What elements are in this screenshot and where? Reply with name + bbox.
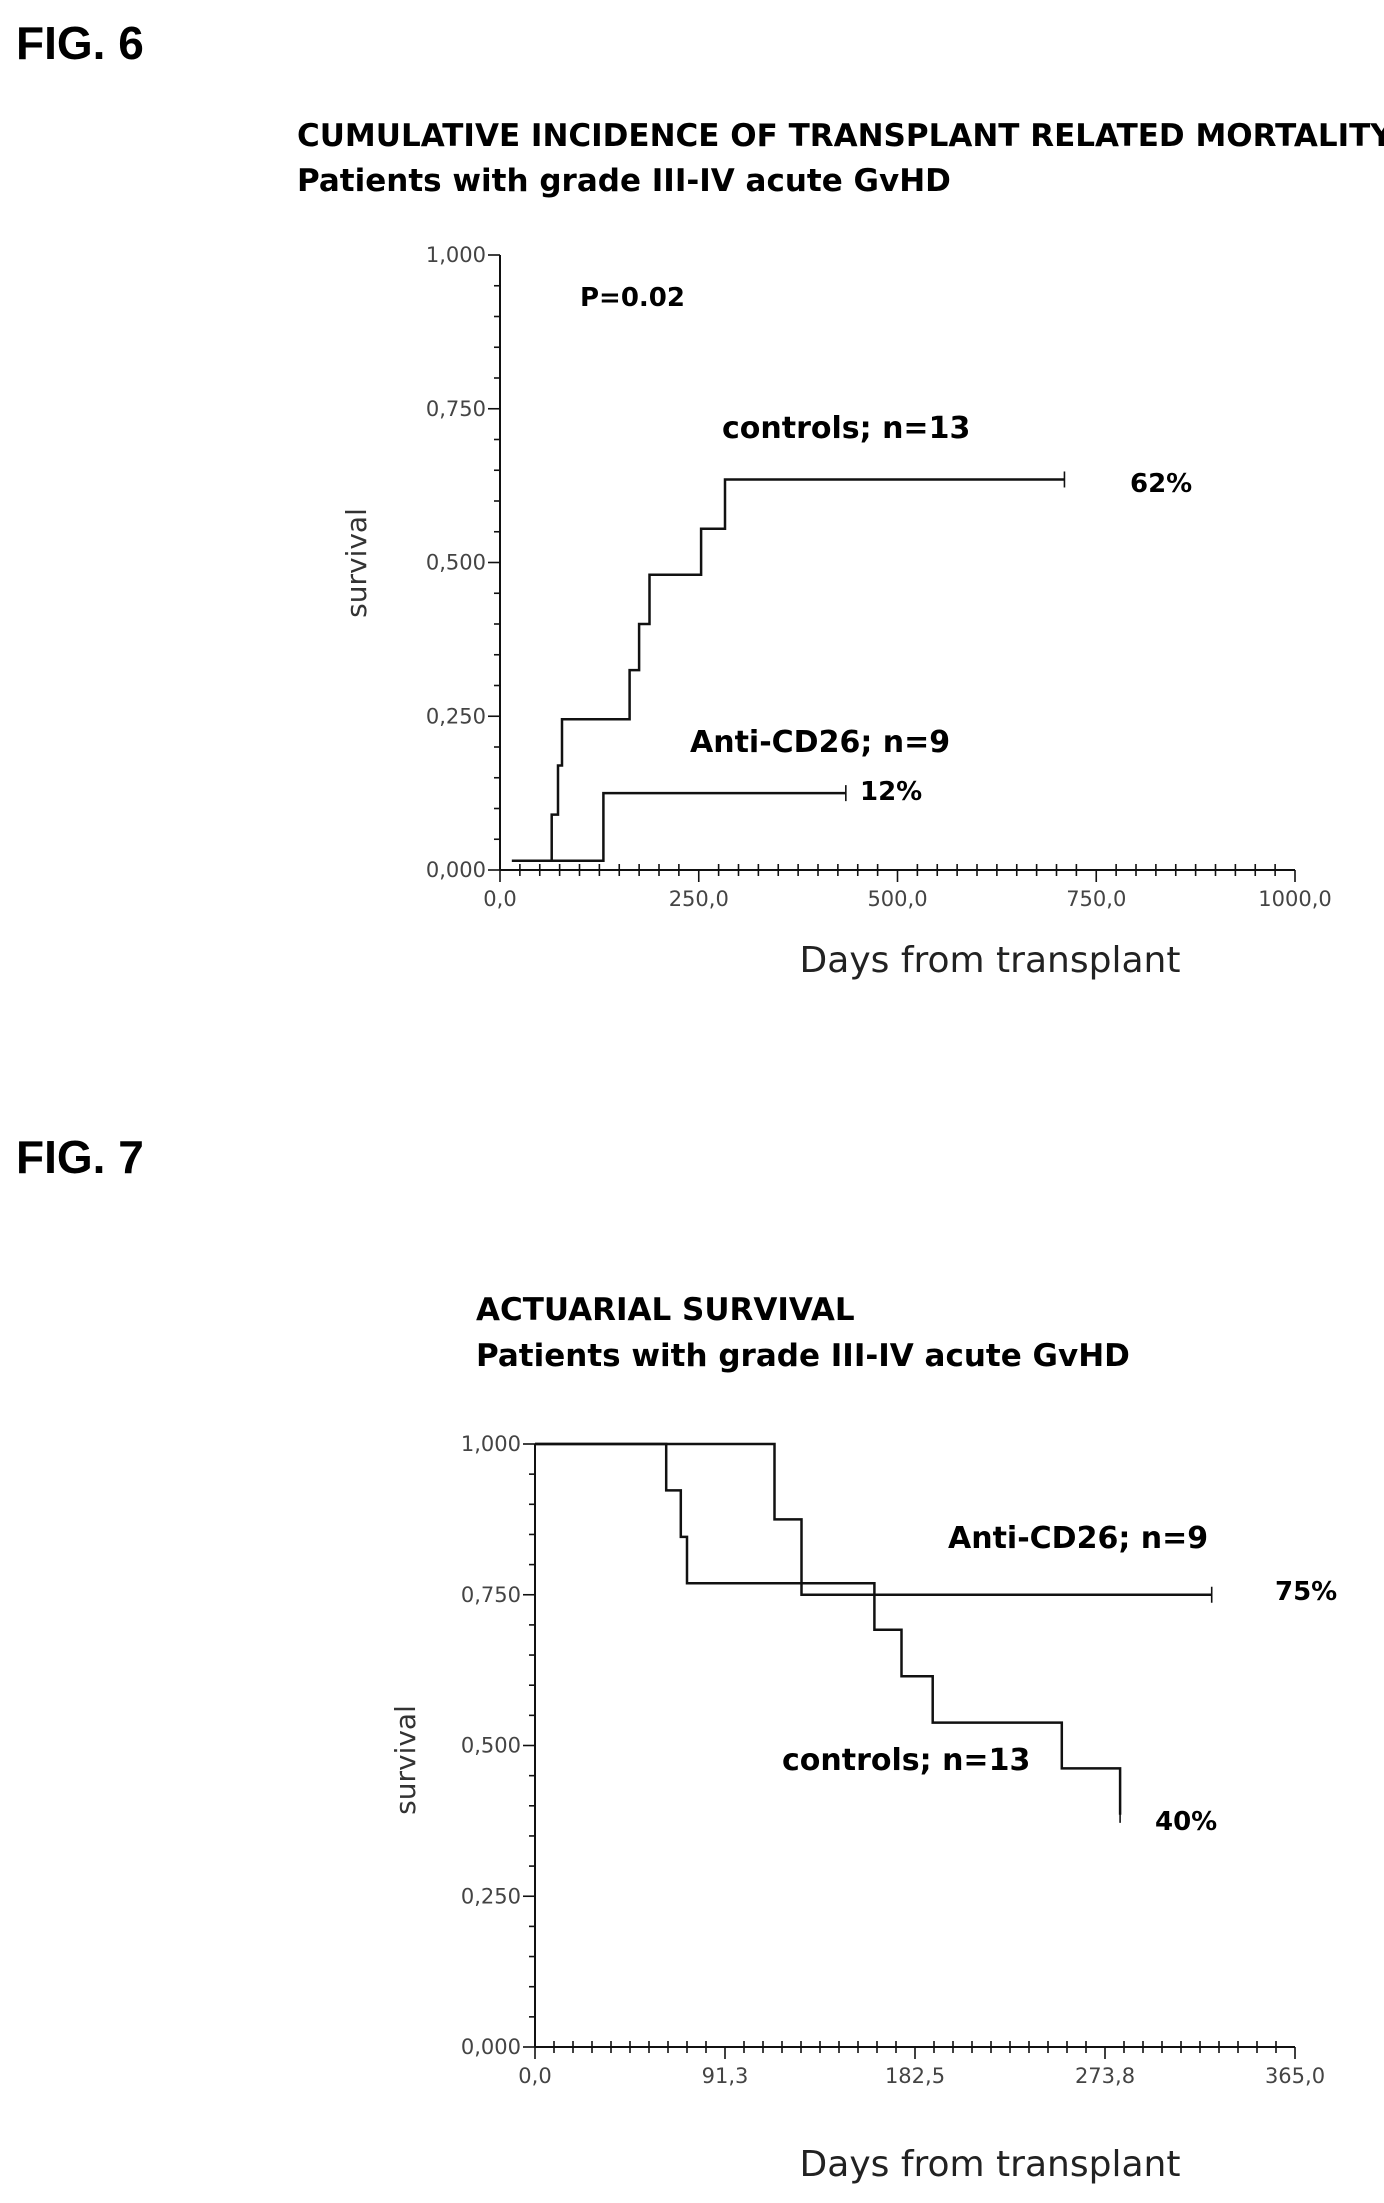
y-axis-title: survival: [389, 1705, 422, 1815]
controls-end-label: 40%: [1155, 1807, 1217, 1837]
controls-end-label: 62%: [1130, 469, 1192, 499]
x-tick-label: 500,0: [867, 887, 927, 911]
series-line-anti-cd26-n-9: [535, 1442, 1212, 1597]
figure-7-chart: ACTUARIAL SURVIVAL Patients with grade I…: [389, 1292, 1337, 2185]
x-tick-label: 365,0: [1265, 2064, 1325, 2088]
chart-subtitle: Patients with grade III-IV acute GvHD: [476, 1338, 1130, 1374]
series-line-controls-n-13: [535, 1442, 1122, 1815]
series-line-anti-cd26-n-9: [511, 791, 846, 863]
chart-subtitle: Patients with grade III-IV acute GvHD: [297, 163, 951, 199]
y-tick-label: 1,000: [426, 243, 486, 267]
figure-6-label: FIG. 6: [16, 17, 144, 69]
y-tick-label: 0,250: [426, 704, 486, 728]
y-tick-label: 0,750: [426, 397, 486, 421]
chart-title: CUMULATIVE INCIDENCE OF TRANSPLANT RELAT…: [297, 118, 1384, 154]
series-line-controls-n-13: [511, 478, 1065, 863]
x-tick-label: 0,0: [518, 2064, 551, 2088]
anti-cd26-end-label: 75%: [1275, 1577, 1337, 1607]
x-axis-title: Days from transplant: [800, 940, 1181, 981]
figure-7-label: FIG. 7: [16, 1131, 144, 1183]
y-tick-label: 0,500: [426, 551, 486, 575]
x-tick-label: 273,8: [1075, 2064, 1135, 2088]
chart-title: ACTUARIAL SURVIVAL: [476, 1292, 855, 1328]
x-tick-label: 182,5: [885, 2064, 945, 2088]
x-tick-label: 0,0: [483, 887, 516, 911]
y-tick-label: 1,000: [461, 1432, 521, 1456]
controls-series-label: controls; n=13: [722, 411, 970, 446]
y-tick-label: 0,750: [461, 1583, 521, 1607]
x-tick-label: 91,3: [702, 2064, 749, 2088]
p-value-annotation: P=0.02: [580, 283, 685, 313]
y-tick-label: 0,500: [461, 1734, 521, 1758]
x-tick-label: 1000,0: [1258, 887, 1331, 911]
y-axis-title: survival: [340, 508, 373, 618]
figure-6-chart: CUMULATIVE INCIDENCE OF TRANSPLANT RELAT…: [297, 118, 1384, 981]
anti-cd26-series-label: Anti-CD26; n=9: [690, 725, 950, 760]
x-tick-label: 750,0: [1066, 887, 1126, 911]
y-tick-label: 0,000: [426, 858, 486, 882]
x-axis-title: Days from transplant: [800, 2144, 1181, 2185]
y-tick-label: 0,250: [461, 1884, 521, 1908]
x-tick-label: 250,0: [669, 887, 729, 911]
controls-series-label: controls; n=13: [782, 1743, 1030, 1778]
anti-cd26-end-label: 12%: [860, 777, 922, 807]
anti-cd26-series-label: Anti-CD26; n=9: [948, 1521, 1208, 1556]
y-tick-label: 0,000: [461, 2035, 521, 2059]
